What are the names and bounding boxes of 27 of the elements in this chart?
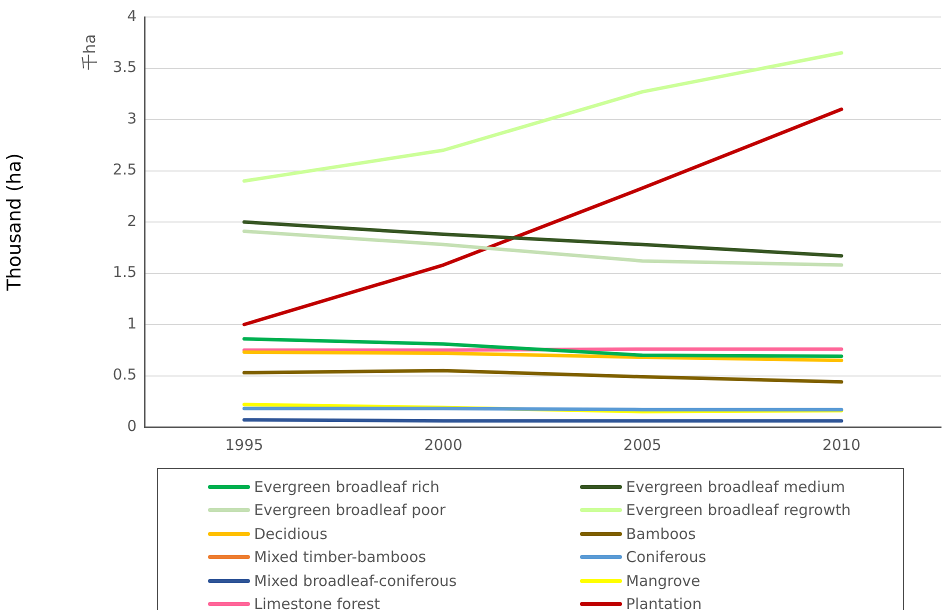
x-tick-label: 1995 [225,436,264,454]
x-tick-label: 2005 [623,436,662,454]
legend-label: Decidious [254,524,328,543]
x-tick-label: 2010 [822,436,861,454]
y-axis-title: Thousand (ha) [3,153,26,292]
y-tick-label: 0 [127,416,137,435]
legend-label: Mixed broadleaf-coniferous [254,572,457,590]
y-tick-label: 4 [127,6,137,25]
legend-label: Evergreen broadleaf poor [254,501,446,520]
y-tick-label: 1.5 [112,263,137,282]
legend-label: Coniferous [626,548,706,566]
y-tick-label: 2.5 [112,160,137,179]
y-tick-label: 0.5 [112,366,137,384]
x-tick-label: 2000 [424,436,462,454]
y-tick-label: 1 [127,314,137,332]
legend-label: Evergreen broadleaf medium [626,478,846,496]
legend-label: Mixed timber-bamboos [254,548,426,566]
legend-label: Bamboos [626,524,696,543]
y-tick-label: 2 [127,212,137,230]
legend-label: Mangrove [626,572,700,590]
legend-label: Evergreen broadleaf rich [254,478,440,496]
y-tick-label: 3.5 [112,58,137,76]
legend-label: Evergreen broadleaf regrowth [626,501,851,520]
legend-label: Limestone forest [254,595,380,610]
text: 千ha [80,34,100,70]
legend-label: Plantation [626,595,702,610]
y-tick-label: 3 [127,109,137,128]
